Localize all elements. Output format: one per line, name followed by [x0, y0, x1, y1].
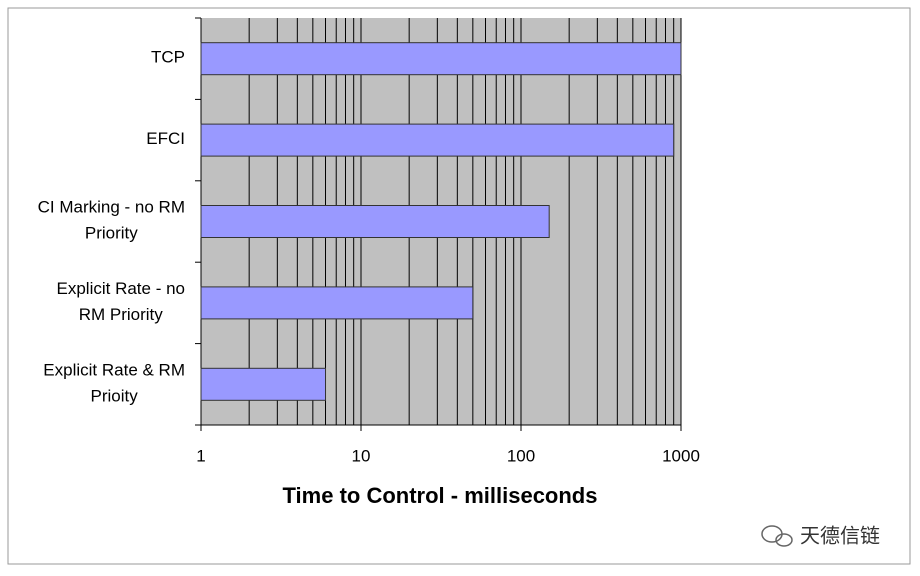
x-tick-label: 100 [507, 446, 535, 465]
y-tick-label: Explicit Rate - no RM Priority [57, 279, 186, 324]
watermark-icon [761, 525, 793, 547]
bar [200, 42, 682, 76]
y-tick-label: EFCI [146, 130, 185, 149]
x-tick-label: 1000 [662, 446, 700, 465]
watermark: 天德信链 [800, 524, 880, 548]
y-tick-label: CI Marking - no RM Priority [38, 198, 185, 243]
y-tick-label: Explicit Rate & RM Prioity [43, 361, 185, 406]
bar [200, 123, 675, 157]
bar [200, 205, 550, 238]
bar [200, 286, 474, 320]
x-tick-label: 1 [196, 446, 205, 465]
bar [200, 367, 327, 401]
y-tick-label: TCP [151, 48, 185, 67]
x-tick-label: 10 [352, 446, 371, 465]
x-axis-title: Time to Control - milliseconds [283, 483, 598, 508]
